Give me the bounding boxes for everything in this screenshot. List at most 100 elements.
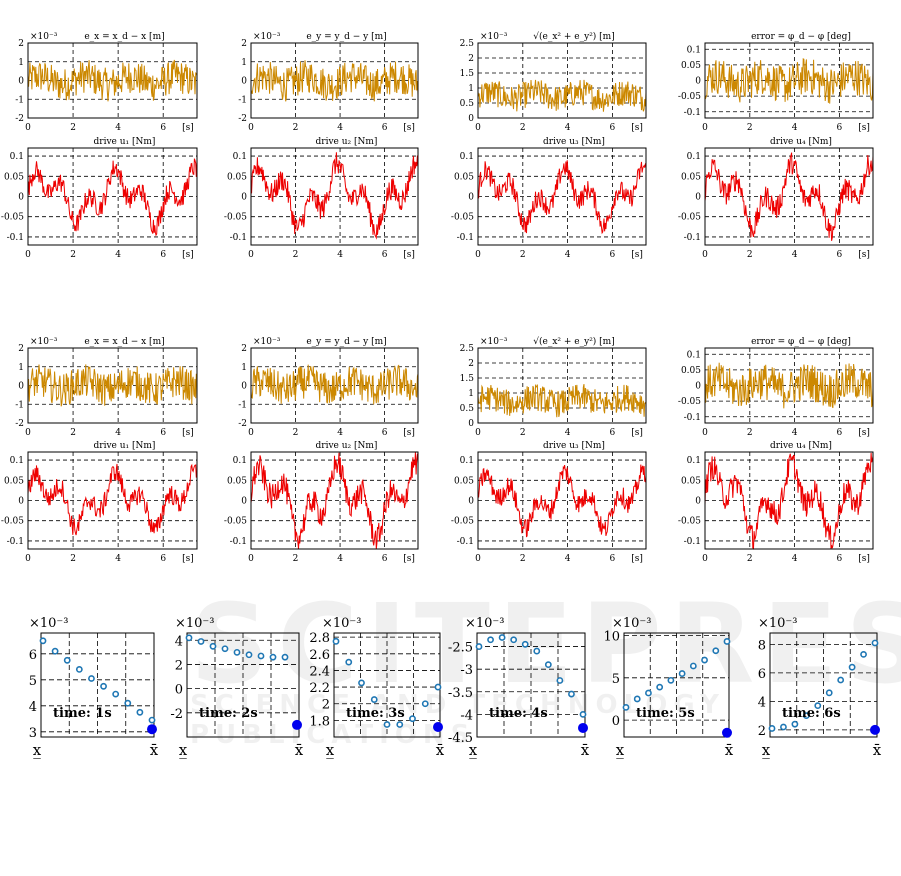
- plot-s2: -2 0 2 4 time: 2s ×10⁻³ x̲ x̄: [170, 616, 303, 759]
- plot-frame: [186, 632, 300, 738]
- x-tick-label: 4: [337, 554, 343, 564]
- x-tick-label: 2: [520, 123, 526, 133]
- data-point: [257, 652, 265, 660]
- x-tick-label: [s]: [182, 428, 194, 438]
- plot-frame: [704, 147, 874, 246]
- x-tick-label: 2: [293, 554, 299, 564]
- y-tick-label: -0.05: [678, 92, 701, 102]
- data-point: [848, 663, 856, 671]
- data-point: [814, 702, 822, 710]
- x-tick-label: 0: [25, 554, 31, 564]
- y-tick-label: 0.05: [681, 61, 701, 71]
- y-tick-label: 1: [18, 58, 24, 68]
- x-tick-label: 2: [520, 250, 526, 260]
- final-point: [722, 727, 732, 738]
- x-tick-label: 0: [702, 250, 708, 260]
- final-point: [870, 724, 880, 735]
- x-tick-label: 2: [747, 123, 753, 133]
- y-tick-label: 2: [175, 658, 183, 673]
- series-line: [704, 452, 874, 550]
- x-tick-label: [s]: [403, 554, 415, 564]
- y-tick-label: -2: [238, 114, 247, 124]
- series-line: [27, 463, 198, 536]
- y-tick-label: 1.5: [460, 69, 475, 79]
- time-label: time: 4s: [489, 706, 548, 721]
- x-tick-label: 4: [792, 250, 798, 260]
- plot-g1-ex: -2 -1 0 1 2 0 2 4 6 [s] e_x = x_d − x [m] ×10⁻³: [15, 32, 198, 133]
- y-tick-label: 0.1: [233, 456, 247, 466]
- x-tick-label: 4: [115, 428, 121, 438]
- exponent-label: ×10⁻³: [612, 616, 652, 631]
- x-label-upper-bound: x̄: [295, 741, 304, 759]
- y-tick-label: 4: [175, 634, 183, 649]
- y-tick-label: 0.1: [687, 152, 701, 162]
- x-tick-label: [s]: [631, 250, 643, 260]
- y-tick-label: -0.05: [678, 397, 701, 407]
- data-point: [825, 689, 833, 697]
- data-point: [197, 638, 205, 645]
- y-tick-label: 10: [603, 630, 620, 645]
- y-tick-label: 0.05: [454, 172, 474, 182]
- y-tick-label: 0.05: [681, 172, 701, 182]
- y-tick-label: 1.5: [460, 374, 475, 384]
- y-tick-label: -0.05: [224, 213, 247, 223]
- data-point: [556, 677, 564, 684]
- data-point: [434, 683, 442, 691]
- plot-title: drive u₁ [Nm]: [94, 441, 156, 451]
- x-tick-label: 2: [70, 554, 76, 564]
- y-tick-label: -0.1: [684, 108, 701, 118]
- x-tick-label: 4: [337, 428, 343, 438]
- data-point: [544, 661, 552, 669]
- y-tick-label: -0.1: [684, 537, 701, 547]
- data-point: [667, 676, 675, 684]
- y-tick-label: -0.05: [678, 213, 701, 223]
- y-tick-label: 0.05: [681, 476, 701, 486]
- y-tick-label: 0: [695, 497, 701, 507]
- plot-g1-u4: -0.1 -0.05 0 0.05 0.1 0 2 4 6 [s] drive u₄ [Nm]: [678, 137, 874, 260]
- data-point: [498, 634, 506, 641]
- plot-g1-ephi: -0.1 -0.05 0 0.05 0.1 0 2 4 6 [s] error = φ_d − φ …: [678, 32, 874, 133]
- x-tick-label: 2: [747, 428, 753, 438]
- final-point: [147, 724, 157, 735]
- x-tick-label: [s]: [631, 428, 643, 438]
- plot-frame: [623, 632, 730, 738]
- y-tick-label: 3: [29, 726, 37, 741]
- plot-title: error = φ_d − φ [deg]: [751, 32, 851, 42]
- plot-g2-u4: -0.1 -0.05 0 0.05 0.1 0 2 4 6 [s] drive u₄ [Nm]: [678, 441, 874, 564]
- y-tick-label: 2: [18, 39, 24, 49]
- y-tick-label: 1: [241, 363, 247, 373]
- data-point: [358, 679, 365, 687]
- y-tick-label: 0: [18, 382, 24, 392]
- y-tick-label: 2.8: [309, 631, 330, 646]
- y-tick-label: 0: [241, 382, 247, 392]
- series-line: [477, 160, 647, 235]
- x-tick-label: 6: [837, 554, 843, 564]
- x-tick-label: [s]: [182, 554, 194, 564]
- exponent-label: ×10⁻³: [30, 337, 58, 347]
- plot-s5: 0 5 10 time: 5s ×10⁻³ x̲ x̄: [603, 616, 733, 759]
- y-tick-label: 1: [241, 58, 247, 68]
- x-tick-label: 0: [475, 428, 481, 438]
- y-tick-label: 0: [241, 193, 247, 203]
- y-tick-label: 0: [468, 193, 474, 203]
- data-point: [689, 662, 697, 670]
- plot-g2-u1: -0.1 -0.05 0 0.05 0.1 0 2 4 6 [s] drive u₁ [Nm]: [1, 441, 198, 564]
- x-tick-label: 0: [475, 123, 481, 133]
- x-tick-label: 6: [160, 428, 166, 438]
- series-line: [27, 364, 198, 407]
- data-point: [579, 710, 587, 718]
- x-tick-label: 0: [248, 554, 254, 564]
- plot-title: e_y = y_d − y [m]: [306, 337, 386, 347]
- data-point: [39, 637, 47, 645]
- x-label-upper-bound: x̄: [581, 741, 590, 759]
- y-tick-label: -0.1: [457, 233, 474, 243]
- plot-title: e_x = x_d − x [m]: [84, 337, 164, 347]
- x-tick-label: 4: [115, 250, 121, 260]
- data-point: [645, 689, 652, 697]
- x-tick-label: 2: [520, 428, 526, 438]
- y-tick-label: -0.05: [1, 213, 24, 223]
- x-label-lower-bound: x̲: [179, 741, 188, 759]
- plot-s3: 1.82 2.2 2.42.6 2.8 time: 3s ×10⁻³ x̲ x̄: [309, 616, 444, 759]
- plot-title: drive u₃ [Nm]: [543, 137, 605, 147]
- y-tick-label: -1: [15, 400, 24, 410]
